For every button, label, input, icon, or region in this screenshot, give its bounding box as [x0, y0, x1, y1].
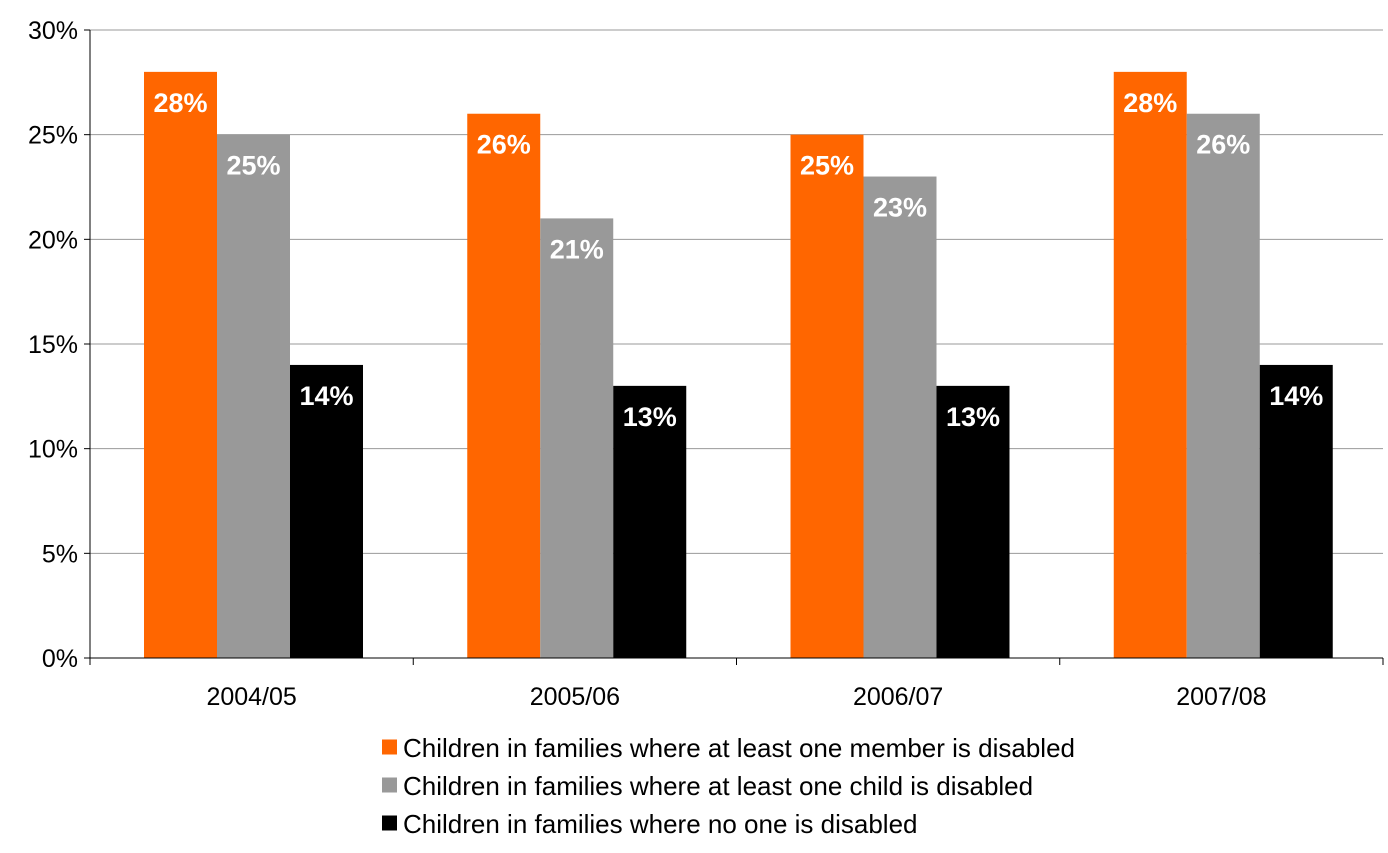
data-label: 14% [1269, 381, 1323, 411]
bar [790, 134, 864, 658]
data-label: 14% [299, 381, 353, 411]
bar [290, 364, 363, 658]
data-label: 21% [550, 234, 604, 264]
legend-label: Children in families where no one is dis… [403, 809, 918, 839]
legend-label: Children in families where at least one … [403, 733, 1075, 763]
bar [1259, 364, 1333, 658]
bar [144, 71, 217, 658]
bar [863, 176, 937, 659]
y-tick-label: 30% [28, 17, 78, 45]
axes: 0% 5% 10% 15% 20% 25% 30% 2004/05 2005/06 2006/07… [28, 17, 1384, 711]
bars [144, 71, 1333, 659]
data-label: 13% [623, 402, 677, 432]
data-label: 28% [1123, 88, 1177, 118]
data-label: 26% [477, 130, 531, 160]
data-label: 25% [226, 151, 280, 181]
y-tick-label: 5% [42, 540, 78, 568]
y-tick-label: 0% [42, 645, 78, 673]
data-labels: 28% 25% 14% 26% 21% 13% 25% 23% 13% 28% 26% 14% [153, 88, 1323, 432]
bar [467, 113, 541, 658]
legend-swatch [382, 815, 397, 831]
data-label: 25% [800, 151, 854, 181]
y-tick-label: 10% [28, 436, 78, 464]
bar [1113, 71, 1187, 658]
bar [1186, 113, 1260, 658]
data-label: 28% [153, 88, 207, 118]
x-tick-label: 2007/08 [1176, 683, 1266, 711]
y-tick-label: 25% [28, 122, 78, 150]
data-label: 23% [873, 193, 927, 223]
y-tick-label: 20% [28, 226, 78, 254]
y-tick-label: 15% [28, 331, 78, 359]
data-label: 26% [1196, 130, 1250, 160]
x-tick-label: 2005/06 [530, 683, 620, 711]
legend-swatch [382, 739, 397, 755]
data-label: 13% [946, 402, 1000, 432]
bar [613, 385, 687, 658]
legend-label: Children in families where at least one … [403, 771, 1033, 801]
bar [936, 385, 1010, 658]
x-tick-label: 2006/07 [853, 683, 943, 711]
legend-swatch [382, 777, 397, 793]
x-tick-label: 2004/05 [206, 683, 296, 711]
bar [217, 134, 290, 658]
bar [540, 218, 614, 658]
legend: Children in families where at least one … [382, 733, 1075, 839]
